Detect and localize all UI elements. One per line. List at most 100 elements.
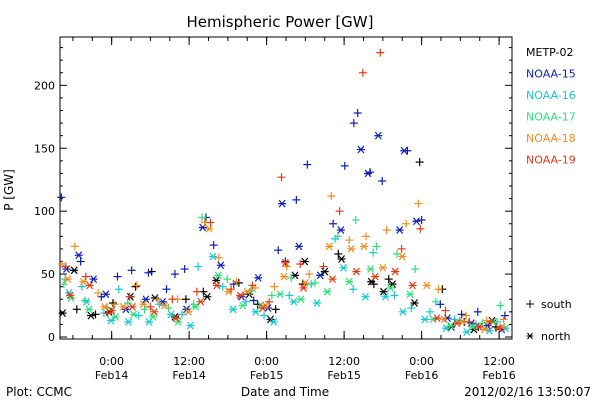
point-noaa-15-south (76, 257, 85, 266)
point-noaa-19-north (172, 314, 181, 323)
point-noaa-18-north (325, 242, 334, 251)
point-noaa-18-south (462, 311, 471, 320)
point-metp-02-south (131, 282, 140, 291)
point-noaa-16-south (425, 307, 434, 316)
point-noaa-19-south (486, 317, 495, 326)
point-noaa-15-north (198, 223, 207, 232)
point-noaa-15-south (417, 215, 426, 224)
point-noaa-19-north (408, 281, 417, 290)
point-noaa-16-north (339, 263, 348, 272)
point-noaa-16-north (381, 292, 390, 301)
point-noaa-17-north (111, 312, 120, 321)
x-tick-date-label: Feb14 (95, 369, 128, 382)
point-metp-02-south (271, 305, 280, 314)
point-noaa-16-north (145, 318, 154, 326)
point-noaa-16-north (312, 299, 321, 307)
point-noaa-17-south (123, 299, 132, 308)
point-metp-02-north (320, 267, 329, 276)
point-noaa-19-north (475, 323, 484, 331)
point-noaa-19-south (206, 218, 215, 227)
marker-legend-label-south: south (541, 298, 572, 311)
point-noaa-18-south (153, 295, 162, 304)
point-noaa-18-south (110, 300, 119, 309)
point-noaa-17-south (311, 278, 320, 287)
point-noaa-19-south (335, 207, 344, 216)
chart-title: Hemispheric Power [GW] (187, 13, 374, 31)
point-noaa-18-south (345, 236, 354, 245)
point-noaa-19-south (61, 262, 70, 271)
point-noaa-16-south (407, 304, 416, 313)
point-metp-02-south (334, 249, 343, 258)
point-noaa-15-south (162, 285, 171, 294)
legend-item-noaa-16: NOAA-16 (526, 89, 576, 102)
point-noaa-16-north (209, 252, 218, 261)
point-noaa-19-south (319, 262, 328, 271)
point-noaa-19-north (352, 267, 361, 276)
x-tick-time-label: 12:00 (483, 355, 515, 368)
point-noaa-15-south (436, 300, 445, 309)
point-noaa-16-south (260, 311, 269, 320)
point-noaa-18-north (139, 300, 148, 309)
point-noaa-18-south (499, 315, 508, 324)
point-noaa-17-north (148, 312, 157, 321)
point-noaa-19-north (453, 319, 462, 328)
point-noaa-19-north (128, 302, 137, 311)
point-noaa-15-south (180, 265, 189, 274)
point-noaa-19-south (397, 244, 406, 253)
point-noaa-18-south (482, 316, 491, 325)
point-noaa-19-south (125, 292, 134, 301)
point-noaa-16-north (269, 318, 278, 326)
point-noaa-19-south (265, 297, 274, 306)
point-noaa-18-south (270, 282, 279, 291)
point-noaa-16-south (241, 297, 250, 306)
point-metp-02-south (384, 275, 393, 284)
legend-item-noaa-18: NOAA-18 (526, 132, 576, 145)
x-tick-time-label: 0:00 (409, 355, 434, 368)
point-noaa-16-north (229, 305, 238, 314)
point-noaa-16-south (178, 310, 187, 319)
point-noaa-18-north (205, 224, 214, 233)
point-noaa-16-south (349, 285, 358, 294)
point-noaa-16-north (186, 321, 195, 330)
point-noaa-16-north (82, 297, 91, 306)
point-noaa-17-south (223, 275, 232, 284)
point-noaa-15-north (254, 273, 263, 282)
point-noaa-15-north (364, 169, 373, 178)
point-noaa-19-north (196, 297, 205, 306)
point-noaa-18-south (327, 192, 336, 201)
y-tick-label: 0 (48, 331, 55, 344)
point-noaa-15-south (457, 310, 466, 319)
legend-item-metp-02: METP-02 (526, 46, 574, 59)
x-axis: 0:00Feb1412:00Feb140:00Feb1512:00Feb150:… (72, 37, 516, 382)
star-marker-icon (527, 332, 533, 340)
point-noaa-18-north (119, 302, 128, 311)
point-noaa-15-south (473, 307, 482, 316)
point-noaa-18-north (160, 301, 169, 310)
footer-credit: Plot: CCMC (6, 385, 72, 399)
point-noaa-19-south (376, 48, 385, 57)
point-noaa-19-north (212, 281, 221, 290)
marker-legend: south north (526, 298, 572, 343)
point-noaa-17-south (411, 265, 420, 274)
point-noaa-19-north (150, 307, 159, 316)
point-noaa-17-north (446, 321, 455, 330)
legend-item-noaa-17: NOAA-17 (526, 111, 576, 124)
point-noaa-15-south (274, 246, 283, 255)
point-metp-02-north (86, 311, 95, 320)
point-noaa-15-south (292, 195, 301, 204)
point-noaa-19-south (227, 285, 236, 294)
point-noaa-18-south (132, 281, 141, 290)
point-noaa-17-south (431, 297, 440, 306)
point-noaa-17-north (129, 310, 138, 319)
point-noaa-18-north (440, 315, 449, 324)
point-noaa-15-north (294, 242, 303, 251)
point-noaa-18-north (184, 307, 193, 316)
point-noaa-15-south (340, 161, 349, 170)
point-noaa-15-south (500, 311, 509, 320)
point-noaa-15-north (336, 226, 345, 234)
point-noaa-19-north (236, 291, 245, 300)
point-noaa-16-south (114, 285, 123, 294)
point-noaa-15-south (349, 119, 358, 128)
point-noaa-17-north (174, 318, 183, 326)
point-noaa-18-south (434, 285, 443, 294)
